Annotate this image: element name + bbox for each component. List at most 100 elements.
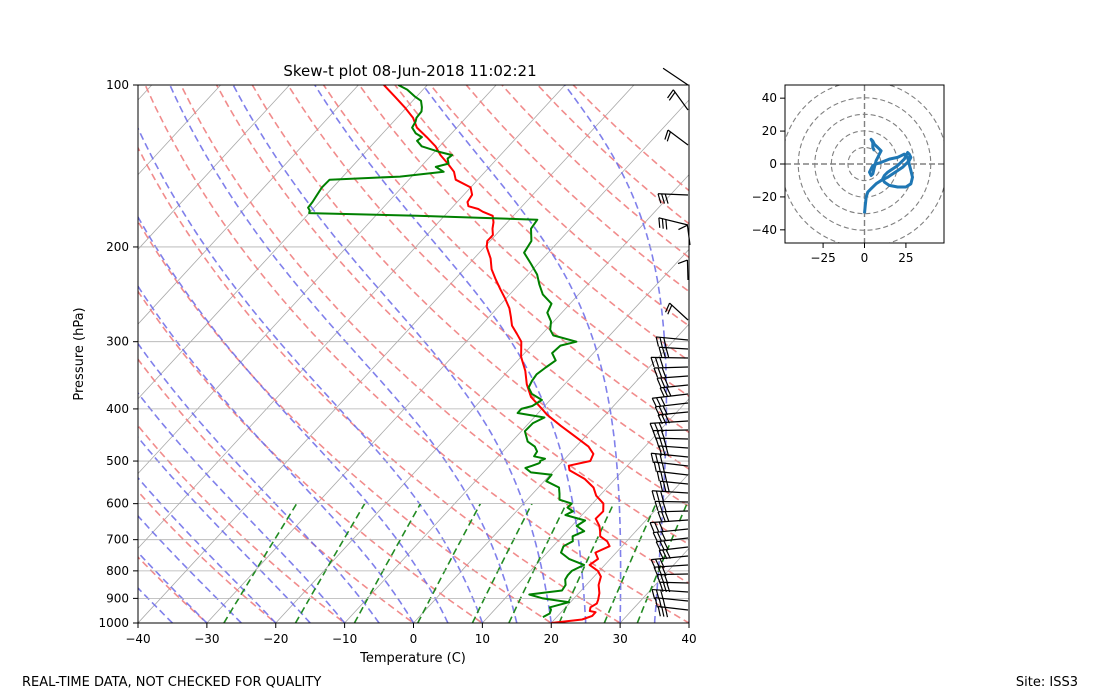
wind-barb-staff	[653, 366, 689, 369]
dry-adiabat-line	[358, 85, 689, 398]
wind-barb-feather	[667, 89, 674, 99]
x-tick-label: 0	[410, 632, 418, 646]
wind-barb-feather	[660, 396, 666, 407]
x-axis-label: Temperature (C)	[359, 651, 466, 666]
wind-barb-feather	[653, 367, 659, 378]
wind-barb	[659, 480, 689, 492]
dry-adiabat-line	[215, 85, 689, 546]
isotherm-line	[138, 85, 359, 325]
wind-barb-feather	[656, 531, 663, 542]
wind-barb-feather	[664, 193, 669, 204]
wind-barb-feather	[650, 453, 655, 464]
moist-adiabat-line	[138, 342, 380, 623]
wind-barb-feather	[665, 549, 671, 559]
x-tick-label: 40	[681, 632, 696, 646]
y-tick-label: 600	[106, 497, 129, 511]
temperature-trace	[383, 85, 611, 623]
wind-barb	[651, 490, 689, 502]
dry-adiabat-line	[180, 85, 689, 585]
y-tick-label: 900	[106, 591, 129, 605]
wind-barb-feather	[668, 91, 676, 101]
wind-barb-feather	[661, 193, 666, 204]
wind-barb-feather	[678, 224, 688, 231]
wind-barb-feather	[665, 219, 668, 230]
isotherm-line	[138, 85, 566, 549]
hodograph-y-tick-label: −20	[752, 190, 777, 204]
quality-disclaimer: REAL-TIME DATA, NOT CHECKED FOR QUALITY	[22, 675, 321, 690]
dry-adiabat-line	[138, 424, 346, 623]
dewpoint-trace	[307, 85, 587, 618]
hodograph-x-tick-label: 0	[861, 251, 869, 265]
hodograph-rings	[785, 85, 944, 243]
wind-barb-staff	[660, 480, 689, 485]
wind-barb	[658, 346, 689, 358]
hodograph-y-tick-label: 20	[762, 124, 777, 138]
x-tick-label: 10	[475, 632, 490, 646]
wind-barb-staff	[650, 519, 689, 524]
wind-barb-staff	[657, 375, 689, 379]
wind-barb-staff	[659, 445, 689, 449]
wind-barb-feather	[665, 302, 671, 313]
wind-barb-staff	[657, 510, 689, 513]
wind-barb-feather	[663, 337, 667, 348]
wind-barb-feather	[660, 491, 664, 502]
wind-barb-staff	[672, 89, 689, 111]
wind-barb-staff	[658, 193, 689, 196]
wind-barb-feather	[659, 387, 665, 398]
x-tick-label: −10	[332, 632, 357, 646]
moist-adiabat-line	[422, 85, 622, 623]
y-tick-label: 200	[106, 240, 129, 254]
wind-barb-staff	[651, 555, 689, 561]
wind-barb-staff	[659, 546, 689, 551]
wind-barb-feather	[657, 462, 661, 473]
hodograph-line	[863, 137, 914, 214]
dry-adiabat-line	[322, 85, 689, 434]
wind-barb	[665, 302, 689, 321]
wind-barb-feather	[661, 218, 664, 229]
wind-barb	[654, 500, 689, 512]
wind-barb-staff	[658, 411, 689, 416]
wind-barb-feather	[659, 453, 663, 465]
x-tick-label: 30	[612, 632, 627, 646]
wind-barb-feather	[652, 532, 658, 542]
wind-barb	[655, 336, 689, 348]
isotherm-line	[138, 85, 635, 623]
wind-barb-staff	[653, 528, 689, 534]
wind-barb-staff	[656, 336, 689, 341]
wind-barb-feather	[657, 193, 662, 204]
pressure-gridlines	[138, 85, 689, 623]
moist-adiabat-line	[138, 126, 484, 623]
wind-barb	[656, 470, 689, 483]
wind-barb-feather	[662, 387, 669, 397]
wind-barb-feather	[664, 511, 670, 522]
wind-barb-feather	[662, 405, 668, 416]
dry-adiabat-line	[537, 85, 689, 225]
y-tick-label: 1000	[98, 616, 129, 630]
wind-barb-feather	[661, 462, 666, 473]
wind-barb-feather	[658, 501, 663, 512]
isotherm-line	[747, 73, 1100, 634]
dry-adiabat-line	[138, 146, 622, 623]
hodograph-trace	[863, 137, 914, 214]
wind-barb-feather	[655, 437, 660, 448]
wind-barb	[653, 366, 689, 378]
dry-adiabat-line	[138, 490, 278, 623]
wind-barb-feather	[650, 357, 655, 368]
isotherm-line	[0, 73, 25, 634]
hodograph-x-tick-label: 25	[898, 251, 913, 265]
wind-barb-staff	[658, 605, 689, 611]
wind-barb-staff	[652, 490, 689, 494]
wind-barb-feather	[660, 471, 664, 482]
isotherm-line	[412, 323, 689, 623]
y-axis-ticks: 1000 900 800 700 600 500 400 300 200 100	[98, 78, 138, 630]
wind-barb	[653, 461, 689, 473]
wind-barb	[651, 393, 689, 408]
wind-barb-feather	[658, 521, 664, 532]
wind-barb	[667, 89, 689, 111]
hodograph-y-tick-label: 40	[762, 91, 777, 105]
wind-barb-staff	[662, 67, 689, 86]
wind-barb	[652, 528, 689, 542]
wind-barb-feather	[665, 347, 670, 358]
wind-barb-feather	[661, 347, 666, 358]
